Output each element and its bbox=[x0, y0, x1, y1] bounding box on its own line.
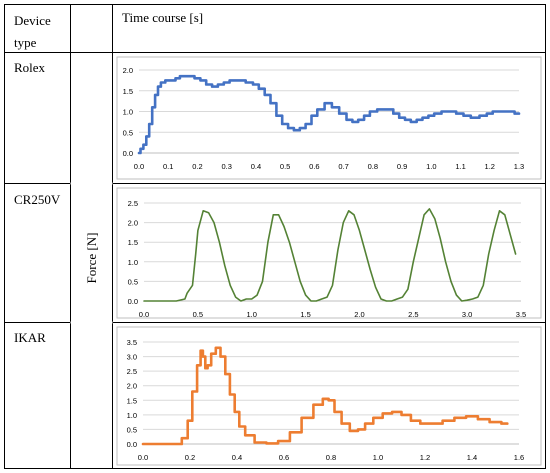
ikar-x-tick-label: 1.4 bbox=[467, 453, 477, 462]
ikar-x-tick-label: 0.0 bbox=[138, 453, 148, 462]
header-time-course: Time course [s] bbox=[122, 10, 204, 25]
rolex-y-tick-label: 0.0 bbox=[123, 149, 133, 158]
rolex-y-tick-label: 1.0 bbox=[123, 108, 133, 117]
ikar-chart-frame bbox=[116, 326, 542, 466]
rolex-y-tick-label: 2.0 bbox=[123, 66, 133, 75]
rolex-x-tick-label: 0.9 bbox=[397, 162, 407, 171]
header-device-line1: Device bbox=[14, 13, 51, 28]
rolex-chart: 0.0 0.5 1.0 1.5 2.0 0.0 0.1 0.2 0.3 0.4 0.5 0.6 0.7 0… bbox=[116, 56, 542, 180]
cr250v-x-tick-label: 2.5 bbox=[408, 310, 418, 319]
cr250v-y-tick-label: 2.0 bbox=[128, 219, 138, 228]
ikar-x-tick-label: 0.6 bbox=[279, 453, 289, 462]
device-label-rolex: Rolex bbox=[14, 60, 46, 75]
ikar-y-tick-label: 1.5 bbox=[127, 396, 137, 405]
ikar-y-tick-label: 0.0 bbox=[127, 440, 137, 449]
cr250v-x-tick-label: 3.0 bbox=[462, 310, 472, 319]
cr250v-y-tick-label: 0.5 bbox=[128, 277, 138, 286]
rolex-x-tick-label: 1.3 bbox=[514, 162, 524, 171]
ikar-x-tick-label: 1.2 bbox=[420, 453, 430, 462]
cr250v-x-tick-label: 0.0 bbox=[139, 310, 149, 319]
ikar-x-tick-label: 0.4 bbox=[232, 453, 242, 462]
cr250v-force-line bbox=[143, 208, 517, 302]
rolex-x-tick-label: 1.2 bbox=[485, 162, 495, 171]
cr250v-y-tick-label: 2.5 bbox=[128, 199, 138, 208]
ikar-x-tick-label: 0.8 bbox=[326, 453, 336, 462]
rolex-x-tick-label: 0.4 bbox=[251, 162, 261, 171]
rolex-y-tick-label: 0.5 bbox=[123, 128, 133, 137]
rolex-y-tick-label: 1.5 bbox=[123, 87, 133, 96]
rolex-x-tick-label: 0.1 bbox=[163, 162, 173, 171]
ikar-y-tick-label: 2.5 bbox=[127, 367, 137, 376]
cr250v-y-tick-label: 1.0 bbox=[128, 258, 138, 267]
ikar-x-tick-label: 1.0 bbox=[373, 453, 383, 462]
cr250v-x-tick-label: 0.5 bbox=[193, 310, 203, 319]
rolex-x-tick-label: 0.3 bbox=[221, 162, 231, 171]
device-label-ikar: IKAR bbox=[14, 330, 46, 345]
rolex-x-tick-label: 1.1 bbox=[455, 162, 465, 171]
cr250v-chart-frame bbox=[116, 187, 542, 319]
rolex-x-tick-label: 0.8 bbox=[368, 162, 378, 171]
rolex-x-tick-label: 1.0 bbox=[426, 162, 436, 171]
table-grid bbox=[4, 4, 546, 469]
ikar-y-tick-label: 3.5 bbox=[127, 338, 137, 347]
rolex-x-tick-label: 0.6 bbox=[309, 162, 319, 171]
ikar-x-tick-label: 0.2 bbox=[185, 453, 195, 462]
ikar-force-line bbox=[141, 346, 509, 446]
rolex-force-line bbox=[137, 74, 521, 155]
ikar-y-tick-label: 0.5 bbox=[127, 425, 137, 434]
cr250v-y-tick-label: 1.5 bbox=[128, 238, 138, 247]
cr250v-x-tick-label: 2.0 bbox=[354, 310, 364, 319]
force-axis-label: Force [N] bbox=[84, 232, 99, 284]
cr250v-y-tick-label: 0.0 bbox=[128, 297, 138, 306]
ikar-y-tick-label: 2.0 bbox=[127, 382, 137, 391]
cr250v-x-tick-label: 1.5 bbox=[300, 310, 310, 319]
ikar-y-tick-label: 3.0 bbox=[127, 353, 137, 362]
rolex-x-tick-label: 0.0 bbox=[134, 162, 144, 171]
rolex-x-tick-label: 0.7 bbox=[338, 162, 348, 171]
rolex-x-tick-label: 0.2 bbox=[192, 162, 202, 171]
rolex-x-tick-label: 0.5 bbox=[280, 162, 290, 171]
cr250v-x-tick-label: 1.0 bbox=[246, 310, 256, 319]
cr250v-chart: 0.0 0.5 1.0 1.5 2.0 2.5 0.0 0.5 1.0 1.5 2.0 2.5 3.0 3… bbox=[116, 187, 542, 319]
ikar-chart: 0.0 0.5 1.0 1.5 2.0 2.5 3.0 3.5 0.0 0.2 0.4 0.6 0.8 1… bbox=[116, 326, 542, 466]
header-device-type: Device type bbox=[14, 10, 51, 54]
header-device-line2: type bbox=[14, 35, 37, 50]
ikar-y-tick-label: 1.0 bbox=[127, 411, 137, 420]
device-label-cr250v: CR250V bbox=[14, 192, 61, 207]
ikar-x-tick-label: 1.6 bbox=[514, 453, 524, 462]
cr250v-x-tick-label: 3.5 bbox=[516, 310, 526, 319]
